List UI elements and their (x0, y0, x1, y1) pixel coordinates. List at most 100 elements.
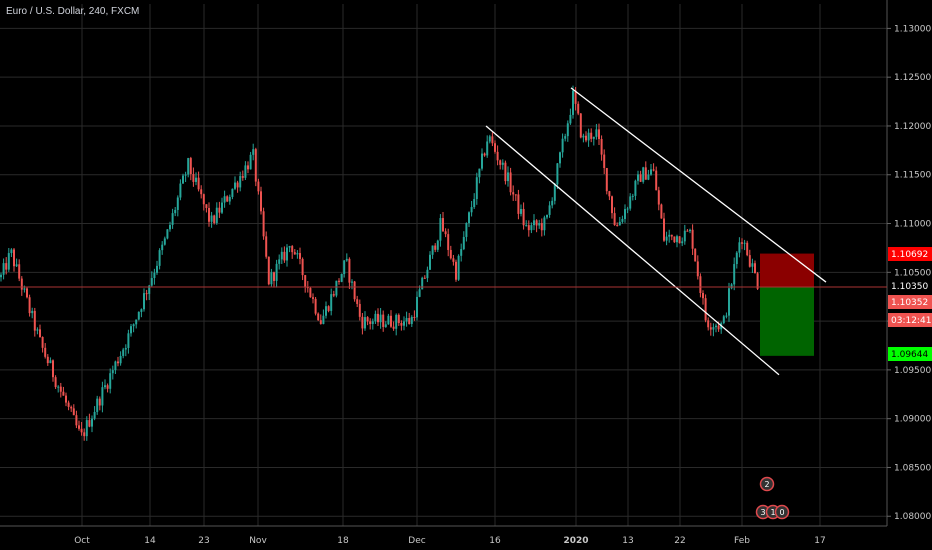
candle-body (200, 189, 203, 195)
time-axis[interactable]: Oct 14 23 Nov 18 Dec 16 2020 13 22 Feb 17 (74, 536, 826, 546)
time-tick-label: Dec (408, 536, 425, 546)
candle-body (598, 129, 600, 140)
candle-body (707, 320, 710, 328)
candle-body (10, 249, 13, 254)
candle-body (400, 322, 403, 326)
candle-body (499, 160, 502, 165)
price-tick-label: 1.11500 (894, 171, 931, 181)
candle-body (556, 163, 559, 185)
candle-body (301, 258, 304, 276)
candle-body (44, 347, 47, 357)
candle-body (595, 129, 598, 137)
event-marker-label: 0 (779, 508, 784, 517)
candle-body (62, 391, 65, 396)
candle-body (418, 289, 421, 297)
candle-body (652, 169, 655, 171)
candle-body (579, 113, 582, 138)
candle-body (678, 236, 681, 244)
event-marker-label: 3 (760, 508, 765, 517)
candle-body (574, 90, 577, 104)
stop-loss-zone[interactable] (760, 253, 814, 287)
event-markers[interactable]: 2 3 1 0 (755, 476, 790, 520)
price-label-badge (888, 247, 932, 261)
candle-body (665, 236, 668, 241)
candle-body (223, 196, 226, 203)
candle-body (377, 313, 379, 323)
candle-body (75, 415, 78, 426)
price-axis[interactable]: 1.13000 1.12500 1.12000 1.11500 1.11000 1.105… (887, 24, 931, 522)
time-tick-label: 14 (144, 536, 156, 546)
candle-body (150, 278, 153, 286)
candle-body (507, 172, 509, 182)
candle-body (91, 418, 93, 427)
candle-body (673, 236, 676, 243)
candle-body (312, 297, 314, 299)
candle-body (590, 132, 593, 139)
candle-body (704, 298, 707, 321)
candle-body (681, 241, 684, 244)
candle-body (439, 218, 442, 241)
candle-body (239, 176, 242, 188)
candle-body (158, 250, 161, 266)
candle-body (244, 165, 247, 178)
candle-body (145, 293, 148, 295)
candle-body (733, 264, 736, 285)
candle-body (247, 165, 249, 170)
candle-body (335, 280, 338, 296)
trend-channel[interactable] (485, 87, 827, 376)
channel-upper-line[interactable] (570, 87, 827, 283)
candle-body (548, 205, 551, 215)
candle-body (13, 249, 15, 267)
candle-body (353, 281, 356, 300)
short-position-tool[interactable] (760, 253, 814, 356)
candle-body (218, 207, 221, 213)
candle-body (293, 252, 296, 255)
candle-body (171, 213, 174, 225)
price-tick-label: 1.11000 (894, 220, 931, 230)
candle-body (413, 316, 416, 318)
candle-body (109, 373, 112, 389)
candle-body (234, 182, 236, 189)
event-marker-icon[interactable] (774, 504, 790, 520)
candle-body (533, 220, 535, 226)
candle-body (46, 356, 49, 364)
candle-body (122, 349, 125, 356)
candle-body (189, 158, 192, 175)
take-profit-zone[interactable] (760, 286, 814, 356)
candle-body (637, 174, 639, 181)
candle-body (676, 236, 678, 243)
candle-body (616, 225, 619, 227)
candle-body (325, 306, 327, 316)
candle-body (262, 211, 265, 237)
candle-body (221, 202, 223, 213)
candle-body (475, 177, 478, 200)
candle-body (699, 276, 702, 294)
candle-body (319, 320, 322, 324)
candle-body (462, 236, 465, 250)
event-marker-icon[interactable] (759, 476, 775, 492)
candle-body (725, 315, 728, 317)
candle-body (631, 195, 634, 197)
candle-body (501, 162, 504, 165)
candle-body (748, 255, 751, 267)
candle-body (166, 229, 169, 239)
candle-body (169, 224, 171, 230)
candle-body (738, 242, 741, 253)
channel-lower-line[interactable] (485, 125, 780, 376)
candle-body (735, 252, 738, 265)
candle-body (746, 242, 749, 256)
candle-body (434, 245, 437, 250)
candle-body (410, 316, 413, 324)
candle-body (358, 303, 361, 317)
candle-body (114, 361, 117, 371)
candle-body (163, 238, 166, 245)
candle-body (228, 196, 231, 202)
candle-body (49, 360, 52, 364)
candle-body (754, 263, 756, 274)
candle-body (140, 309, 143, 312)
candle-body (78, 425, 80, 429)
candle-body (2, 263, 5, 275)
candle-body (70, 406, 73, 409)
candle-body (187, 158, 190, 175)
